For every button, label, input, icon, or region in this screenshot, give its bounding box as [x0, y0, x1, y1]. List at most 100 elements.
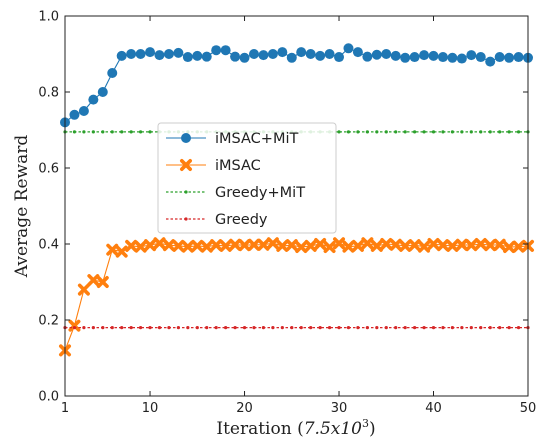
series-3-point-9: [148, 326, 152, 330]
series-3-point-31: [356, 326, 360, 330]
series-0-point-1: [69, 109, 80, 120]
series-3-point-34: [384, 326, 388, 330]
legend-marker-3: [184, 217, 188, 221]
series-1-point-16-stroke-b: [210, 239, 223, 252]
series-0-point-25: [296, 47, 307, 58]
series-3-point-45: [488, 326, 492, 330]
series-0-point-5: [107, 68, 118, 78]
series-1-point-17-stroke-b: [219, 239, 232, 252]
series-1: [58, 237, 535, 357]
series-3-point-28: [327, 326, 332, 330]
series-0-point-4: [97, 87, 108, 97]
series-1-point-5: [106, 243, 119, 256]
series-1-point-45-stroke-b: [484, 239, 497, 252]
series-2-point-39: [431, 130, 436, 134]
series-2-point-32: [365, 130, 369, 134]
series-0-point-42: [456, 53, 467, 64]
series-1-point-3: [87, 274, 100, 287]
series-1-point-43: [465, 239, 478, 252]
series-0-point-48: [513, 52, 524, 63]
series-1-point-23: [276, 239, 289, 252]
series-3-point-29: [337, 326, 341, 330]
legend-marker-1: [180, 159, 192, 171]
series-1-point-43-stroke-b: [465, 239, 478, 252]
series-0-point-18: [230, 51, 241, 62]
series-0-point-22: [267, 49, 278, 59]
legend: iMSAC+MiT iMSAC Greedy+MiT Greedy: [157, 122, 337, 234]
series-1-point-25: [295, 241, 308, 254]
series-3-point-21: [261, 326, 266, 330]
series-3-point-30: [346, 326, 351, 330]
series-1-point-33: [370, 239, 383, 252]
series-1-point-4: [96, 275, 109, 289]
series-1-point-16: [210, 239, 223, 252]
series-1-point-45: [484, 239, 497, 252]
series-1-line: [64, 242, 529, 351]
series-1-point-27: [314, 238, 327, 250]
series-1-point-37: [408, 239, 421, 252]
series-1-point-29-stroke-b: [333, 237, 346, 250]
series-1-point-20: [247, 238, 260, 251]
series-3-point-22: [271, 326, 275, 330]
series-3: [63, 326, 530, 330]
series-2-point-6: [120, 130, 124, 134]
series-3-point-47: [507, 326, 511, 330]
series-3-point-20: [252, 326, 256, 330]
series-3-point-25: [299, 326, 303, 330]
series-1-point-47: [503, 241, 516, 254]
series-0-point-26: [305, 49, 316, 59]
series-3-point-35: [394, 326, 398, 330]
series-0-point-10: [154, 50, 165, 61]
legend-marker-0: [181, 133, 191, 143]
series-1-point-7: [125, 239, 138, 252]
series-1-point-2-stroke-b: [77, 283, 90, 296]
series-3-point-2: [82, 326, 86, 330]
series-3-point-46: [498, 326, 502, 330]
series-2-point-7: [129, 130, 133, 134]
series-0-point-36: [400, 52, 411, 63]
ticks-layer: 1 10 20 30 40 50 0.0 0.2 0.4 0.6 0.8 1.0: [38, 10, 536, 417]
series-3-point-43: [469, 326, 473, 330]
series-1-point-25-stroke-b: [295, 241, 308, 254]
series-0-point-9: [145, 47, 156, 58]
series-1-point-30-stroke-b: [342, 240, 355, 253]
series-1-point-30: [342, 240, 355, 253]
series-3-point-11: [167, 326, 171, 330]
series-2-point-5: [110, 130, 114, 134]
series-1-point-28: [323, 241, 336, 254]
series-3-point-36: [403, 326, 407, 330]
series-1-point-10: [153, 237, 166, 250]
series-2-point-35: [394, 130, 398, 134]
series-1-point-15: [200, 240, 213, 253]
series-3-point-33: [375, 326, 379, 330]
series-1-point-9-stroke-b: [144, 239, 157, 252]
x-axis-label-base: 7.5x10: [304, 419, 362, 439]
x-tick-label-0: 1: [61, 401, 69, 416]
series-2-point-4: [101, 130, 105, 134]
series-1-point-29: [333, 237, 346, 250]
series-0-point-13: [182, 52, 193, 63]
series-0-point-45: [485, 56, 496, 67]
series-1-point-7-stroke-b: [125, 239, 138, 252]
series-1-point-39: [427, 238, 440, 250]
series-3-point-32: [365, 326, 369, 330]
series-3-point-26: [309, 326, 313, 330]
series-1-point-11: [162, 239, 175, 252]
series-1-point-38: [418, 240, 431, 253]
series-3-point-39: [431, 326, 436, 330]
series-1-point-48: [512, 240, 525, 253]
series-1-point-42-stroke-b: [455, 238, 468, 251]
series-0: [60, 43, 533, 128]
series-1-point-32: [361, 237, 374, 250]
x-tick-label-1: 10: [142, 401, 159, 416]
series-1-point-33-stroke-b: [370, 239, 383, 252]
series-0-point-37: [409, 52, 420, 63]
series-1-point-5-stroke-b: [106, 243, 119, 256]
series-2-point-1: [72, 130, 77, 134]
series-2-point-33: [375, 130, 379, 134]
series-1-point-22: [266, 237, 279, 250]
series-1-point-41: [446, 239, 459, 252]
series-1-point-31-stroke-b: [351, 239, 364, 252]
series-1-point-11-stroke-b: [162, 239, 175, 252]
series-1-point-3-stroke-b: [87, 274, 100, 287]
